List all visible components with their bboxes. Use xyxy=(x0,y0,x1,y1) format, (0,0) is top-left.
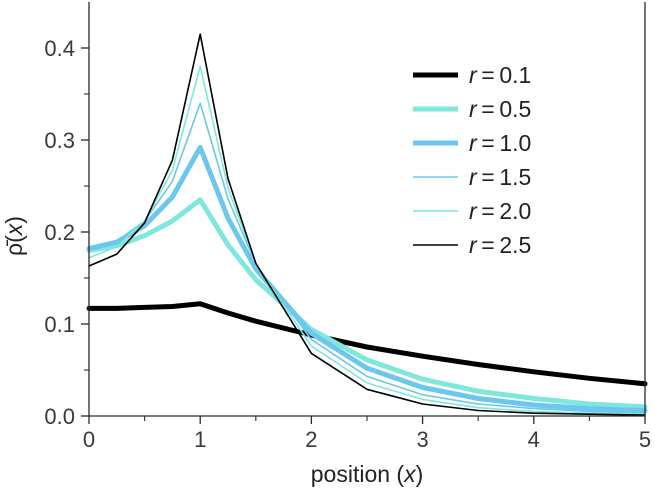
plot-area xyxy=(86,33,648,416)
legend-label: r = 0.1 xyxy=(469,62,531,88)
y-tick-label: 0.0 xyxy=(44,404,75,429)
x-axis-label: position (x) xyxy=(311,461,424,487)
y-tick-label: 0.1 xyxy=(44,312,75,337)
series-line-r-1-5 xyxy=(88,102,646,415)
y-tick-label: 0.4 xyxy=(44,36,75,61)
series-line-r-1-0 xyxy=(86,144,648,413)
x-tick-label: 4 xyxy=(528,427,540,452)
legend-label: r = 1.0 xyxy=(469,130,531,156)
axes: 0 1 2 3 4 5 0.0 0.1 0.2 0.3 0.4 xyxy=(44,2,651,452)
series-line-r-0-1 xyxy=(86,301,648,387)
legend-label: r = 2.0 xyxy=(469,198,531,224)
x-tick-label: 2 xyxy=(305,427,317,452)
series-line-r-2-5 xyxy=(88,33,646,416)
legend-label: r = 0.5 xyxy=(469,96,531,122)
legend-label: r = 1.5 xyxy=(469,164,531,190)
y-tick-label: 0.3 xyxy=(44,128,75,153)
x-tick-label: 5 xyxy=(639,427,651,452)
y-tick-label: 0.2 xyxy=(44,220,75,245)
x-tick-label: 1 xyxy=(194,427,206,452)
legend: r = 0.1 r = 0.5 r = 1.0 r = 1.5 r = 2.0 r = 2… xyxy=(413,62,531,258)
x-tick-label: 3 xyxy=(416,427,428,452)
legend-label: r = 2.5 xyxy=(469,232,531,258)
y-axis-label: ρ̄(x) xyxy=(1,216,27,256)
x-tick-label: 0 xyxy=(83,427,95,452)
